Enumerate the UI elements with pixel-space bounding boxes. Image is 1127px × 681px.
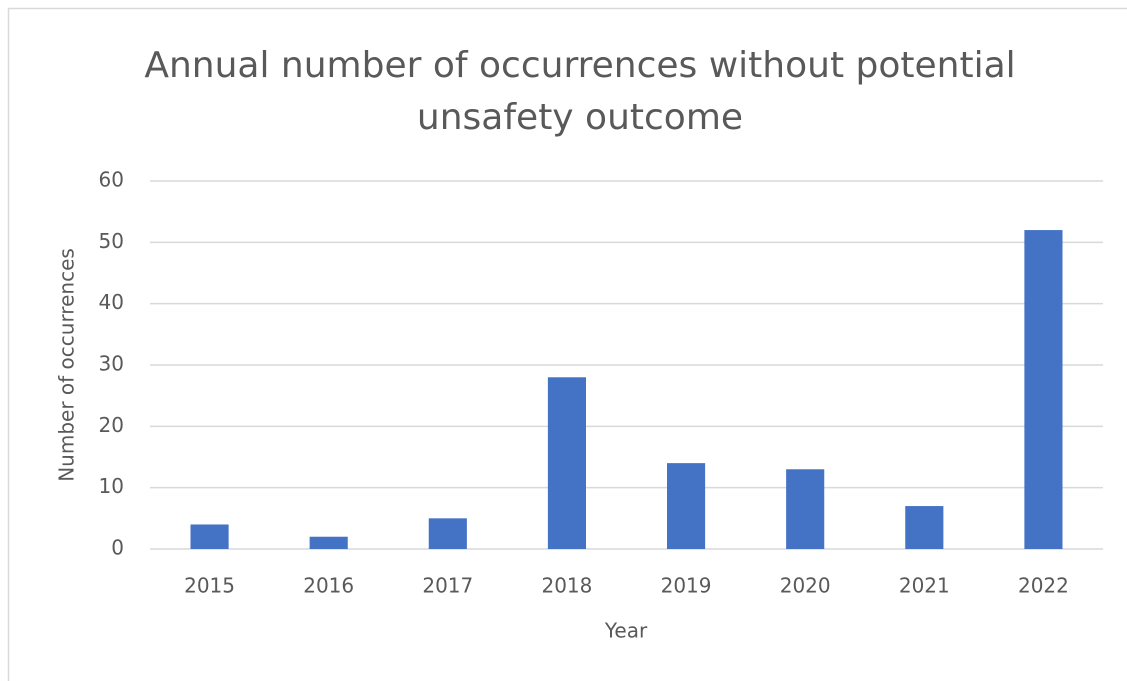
bar [786, 469, 825, 549]
y-tick-label: 20 [99, 413, 124, 437]
x-tick-label: 2016 [303, 574, 354, 598]
bar [190, 524, 229, 549]
x-tick-label: 2020 [780, 574, 831, 598]
x-tick-label: 2022 [1018, 574, 1069, 598]
bar [547, 377, 586, 549]
bar [1024, 230, 1063, 550]
y-axis-label: Number of occurrences [55, 248, 79, 482]
bar [428, 518, 467, 549]
y-tick-label: 40 [99, 290, 124, 314]
y-tick-label: 0 [111, 536, 124, 560]
y-tick-label: 50 [99, 229, 124, 253]
bar [905, 506, 944, 549]
x-tick-label: 2018 [541, 574, 592, 598]
bar [667, 463, 706, 549]
x-tick-label: 2015 [184, 574, 235, 598]
y-tick-label: 10 [99, 474, 124, 498]
x-axis-label: Year [604, 619, 648, 643]
y-tick-label: 60 [99, 168, 124, 192]
x-tick-label: 2019 [661, 574, 712, 598]
chart-frame [7, 7, 1127, 681]
y-tick-label: 30 [99, 352, 124, 376]
chart-title: Annual number of occurrences without pot… [144, 45, 1016, 138]
bar [309, 536, 348, 549]
x-tick-label: 2017 [422, 574, 473, 598]
x-tick-label: 2021 [899, 574, 950, 598]
